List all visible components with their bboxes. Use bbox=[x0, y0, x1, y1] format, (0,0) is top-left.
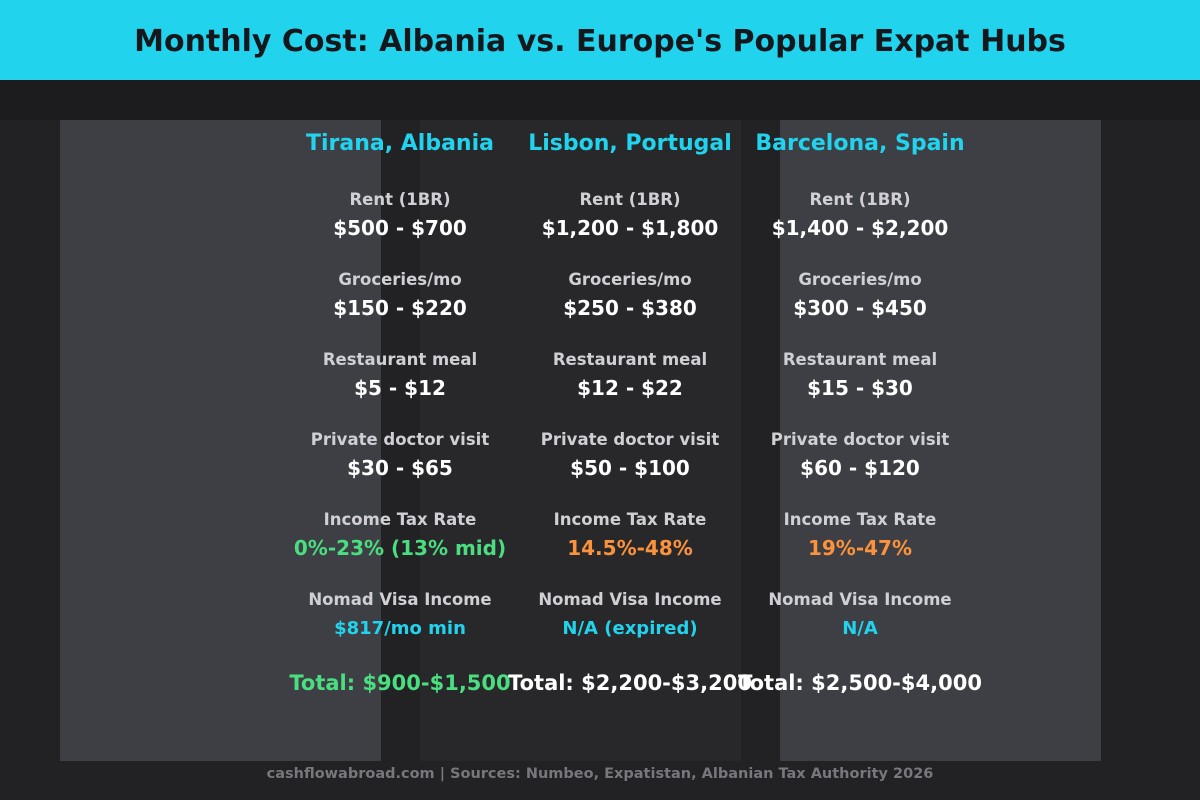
row-value: $60 - $120 bbox=[800, 456, 920, 480]
total: Total: $900-$1,500 bbox=[289, 671, 511, 695]
total: Total: $2,500-$4,000 bbox=[738, 671, 982, 695]
row-label: Nomad Visa Income bbox=[768, 590, 952, 609]
row-label: Restaurant meal bbox=[782, 350, 938, 369]
row-label: Rent (1BR) bbox=[349, 190, 451, 209]
header-bar: Monthly Cost: Albania vs. Europe's Popul… bbox=[0, 0, 1200, 80]
row-value: $500 - $700 bbox=[333, 216, 467, 240]
row-value: N/A bbox=[842, 618, 878, 639]
panel bbox=[780, 120, 1101, 761]
row-value: $817/mo min bbox=[334, 618, 466, 639]
row-label: Groceries/mo bbox=[338, 270, 462, 289]
row-value: 0%-23% (13% mid) bbox=[293, 536, 507, 560]
row-label: Income Tax Rate bbox=[553, 510, 707, 529]
row-value: $250 - $380 bbox=[563, 296, 697, 320]
row-label: Rent (1BR) bbox=[579, 190, 681, 209]
column-name: Lisbon, Portugal bbox=[528, 131, 732, 156]
row-label: Groceries/mo bbox=[568, 270, 692, 289]
row-label: Nomad Visa Income bbox=[538, 590, 722, 609]
row-label: Income Tax Rate bbox=[323, 510, 477, 529]
row-label: Private doctor visit bbox=[540, 430, 720, 449]
row-label: Private doctor visit bbox=[310, 430, 490, 449]
panel bbox=[60, 120, 381, 761]
row-value: $5 - $12 bbox=[354, 376, 446, 400]
row-value: N/A (expired) bbox=[562, 618, 698, 639]
row-value: $150 - $220 bbox=[333, 296, 467, 320]
row-label: Nomad Visa Income bbox=[308, 590, 492, 609]
row-label: Restaurant meal bbox=[322, 350, 478, 369]
row-label: Groceries/mo bbox=[798, 270, 922, 289]
row-value: $15 - $30 bbox=[807, 376, 913, 400]
row-value: $50 - $100 bbox=[570, 456, 690, 480]
row-value: $1,200 - $1,800 bbox=[541, 216, 719, 240]
row-label: Income Tax Rate bbox=[783, 510, 937, 529]
band bbox=[0, 80, 1200, 120]
footer: cashflowabroad.com | Sources: Numbeo, Ex… bbox=[266, 766, 934, 782]
row-value: $30 - $65 bbox=[347, 456, 453, 480]
row-value: 19%-47% bbox=[807, 536, 913, 560]
title: Monthly Cost: Albania vs. Europe's Popul… bbox=[134, 24, 1066, 59]
column-name: Barcelona, Spain bbox=[755, 131, 965, 156]
total: Total: $2,200-$3,200 bbox=[508, 671, 752, 695]
column-name: Tirana, Albania bbox=[306, 131, 494, 156]
row-value: $300 - $450 bbox=[793, 296, 927, 320]
row-value: $1,400 - $2,200 bbox=[771, 216, 949, 240]
row-value: 14.5%-48% bbox=[567, 536, 693, 560]
row-value: $12 - $22 bbox=[577, 376, 683, 400]
panel bbox=[420, 120, 741, 761]
row-label: Private doctor visit bbox=[770, 430, 950, 449]
row-label: Restaurant meal bbox=[552, 350, 708, 369]
row-label: Rent (1BR) bbox=[809, 190, 911, 209]
